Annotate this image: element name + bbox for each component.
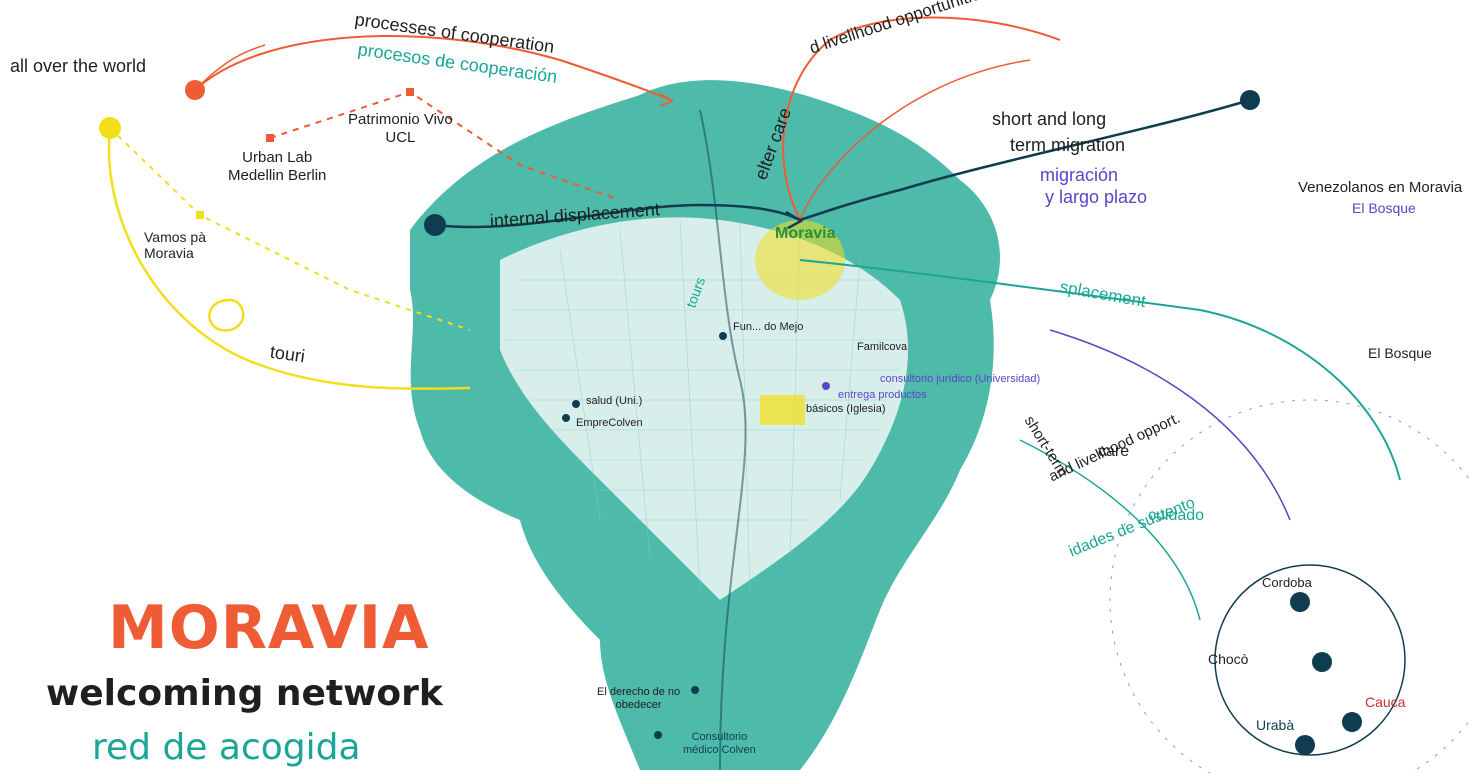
purple-arc (1049, 329, 1291, 521)
vamos-line2: Moravia (144, 245, 194, 261)
consultorio-line2: médico Colven (683, 744, 756, 756)
el-bosque-label-2: El Bosque (1368, 345, 1432, 361)
salud-node (572, 400, 580, 408)
salud-label: salud (Uni.) (586, 395, 643, 407)
short-long-label: short and long (992, 109, 1107, 129)
internal-displacement-curve (434, 203, 801, 229)
tourism-node (99, 117, 121, 139)
entrega-label: entrega productos (838, 389, 927, 401)
choco-label: Chocò (1208, 651, 1249, 667)
el-bosque-label-1: El Bosque (1352, 200, 1416, 216)
basicos-label: básicos (Iglesia) (806, 403, 886, 415)
vamos-node (196, 211, 204, 219)
fundacion-node (719, 332, 727, 340)
migracion-label: migración (1040, 165, 1119, 185)
consultorio-line1: Consultorio (691, 731, 748, 743)
venezolanos-label: Venezolanos en Moravia (1298, 179, 1463, 196)
moravia-yellow-block (760, 395, 805, 425)
tourism-curve (107, 127, 471, 391)
vamos-label: Vamos pà Moravia (144, 230, 206, 260)
urban-lab-line1: Urban Lab (242, 149, 313, 166)
entrega-node (822, 382, 830, 390)
urban-lab-line2: Medellin Berlin (228, 167, 327, 184)
world-node (185, 80, 205, 100)
displacement-curve (799, 259, 1401, 481)
patrimonio-label: Patrimonio Vivo UCL (348, 112, 453, 145)
largo-plazo-label: y largo plazo (1045, 187, 1148, 207)
care-label: care (1098, 443, 1130, 460)
derecho-line2: obedecer (615, 699, 662, 711)
tour-label: touri (268, 341, 307, 367)
region-circle (1214, 564, 1406, 756)
consultorio-medico-label: Consultorio médico Colven (683, 732, 756, 756)
vamos-line1: Vamos pà (144, 229, 206, 245)
title-main: MORAVIA (108, 593, 430, 663)
familcova-label: Familcova (857, 341, 908, 353)
derecho-line1: El derecho de no (597, 686, 681, 698)
moravia-label: Moravia (775, 225, 836, 242)
shelter-care-curve (782, 16, 1061, 221)
derecho-node (691, 686, 699, 694)
shelter-curve-2 (799, 59, 1031, 221)
title-welcoming-network: welcoming network (46, 673, 443, 714)
cooperation-curve (194, 35, 671, 101)
emprecolven-label: EmpreColven (576, 417, 643, 429)
river (699, 109, 747, 771)
uraba-label: Urabà (1256, 717, 1295, 733)
patrimonio-line2: UCL (385, 129, 416, 146)
consultorio-juridico-label: consultorio jurídico (Universidad) (880, 373, 1041, 385)
vamos-dashed (109, 127, 471, 331)
migration-node (1240, 90, 1260, 110)
cordoba-label: Cordoba (1262, 575, 1312, 590)
emprecolven-node (562, 414, 570, 422)
consultorio-node (654, 731, 662, 739)
cauca-label: Cauca (1365, 694, 1406, 710)
world-label: all over the world (10, 56, 147, 76)
cauca-node (1295, 735, 1315, 755)
choco-node (1312, 652, 1332, 672)
title-red-de-acogida: red de acogida (92, 727, 361, 768)
uraba-node (1342, 712, 1362, 732)
urban-lab-node (266, 134, 274, 142)
outer-circle (1109, 399, 1471, 773)
tourism-loop (208, 298, 245, 332)
world-to-lab-curve (194, 44, 266, 91)
derecho-label: El derecho de no obedecer (597, 687, 680, 711)
urban-lab-dashed (269, 90, 621, 201)
patrimonio-line1: Patrimonio Vivo (348, 111, 453, 128)
term-migration-label: term migration (1010, 135, 1126, 155)
migration-curve (799, 98, 1251, 222)
city-grid-area (500, 217, 909, 601)
urban-lab-label: Urban Lab Medellin Berlin (228, 150, 326, 183)
displacement-node (424, 214, 446, 236)
cuidado-label: cuidado (1148, 507, 1205, 524)
patrimonio-node (406, 88, 414, 96)
teal-arc (1019, 439, 1201, 621)
fundacion-label: Fun... do Mejo (733, 321, 804, 333)
cordoba-node (1290, 592, 1310, 612)
